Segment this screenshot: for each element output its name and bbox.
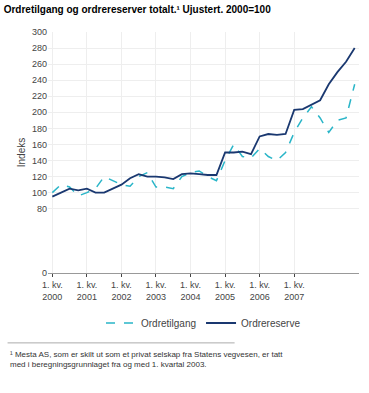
svg-text:Ordretilgang og ordrereserver: Ordretilgang og ordrereserver totalt.¹ U… xyxy=(4,4,271,15)
svg-text:0: 0 xyxy=(42,268,47,278)
svg-text:1. kv.2007: 1. kv.2007 xyxy=(284,280,305,302)
svg-text:1. kv.2005: 1. kv.2005 xyxy=(215,280,236,302)
svg-text:140: 140 xyxy=(32,156,47,166)
svg-text:300: 300 xyxy=(32,27,47,37)
svg-text:260: 260 xyxy=(32,59,47,69)
svg-text:100: 100 xyxy=(32,188,47,198)
svg-text:80: 80 xyxy=(37,204,47,214)
svg-text:Indeks: Indeks xyxy=(16,138,27,167)
svg-text:160: 160 xyxy=(32,140,47,150)
svg-text:1. kv.2002: 1. kv.2002 xyxy=(111,280,132,302)
svg-text:220: 220 xyxy=(32,91,47,101)
svg-text:1. kv.2004: 1. kv.2004 xyxy=(180,280,201,302)
svg-text:Ordrereserve: Ordrereserve xyxy=(241,318,300,329)
svg-text:Ordretilgang: Ordretilgang xyxy=(141,318,196,329)
svg-text:200: 200 xyxy=(32,107,47,117)
svg-text:1. kv.2006: 1. kv.2006 xyxy=(249,280,270,302)
svg-text:280: 280 xyxy=(32,43,47,53)
svg-text:120: 120 xyxy=(32,172,47,182)
svg-text:1. kv.2000: 1. kv.2000 xyxy=(42,280,63,302)
svg-text:180: 180 xyxy=(32,124,47,134)
svg-text:1. kv.2001: 1. kv.2001 xyxy=(76,280,97,302)
svg-text:240: 240 xyxy=(32,75,47,85)
svg-text:1. kv.2003: 1. kv.2003 xyxy=(146,280,167,302)
svg-text:¹ Mesta AS, som er skilt ut so: ¹ Mesta AS, som er skilt ut som et priva… xyxy=(10,350,283,369)
